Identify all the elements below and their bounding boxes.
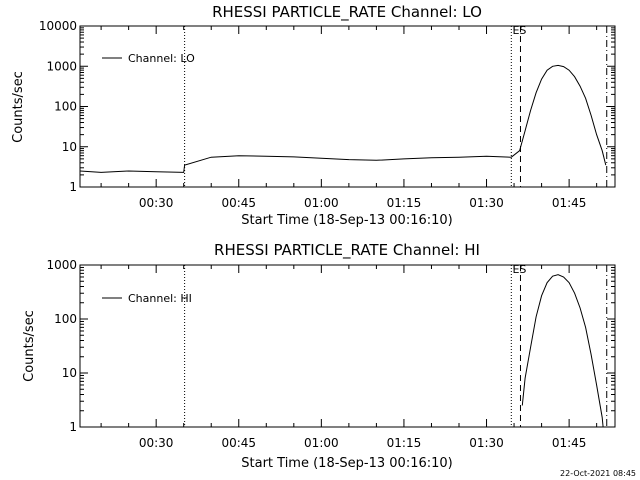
plot-frame-lo: [79, 25, 616, 188]
y-axis-label-lo: Counts/sec: [11, 71, 26, 143]
panel-lo: RHESSI PARTICLE_RATE Channel: LO 1101001…: [11, 3, 616, 228]
series-line-lo: [79, 64, 607, 173]
x-tick-label-hi: 01:15: [387, 436, 422, 450]
plot-frame-hi: [79, 264, 616, 428]
tick-group-hi: 1 10 100 1000 00:30 00:45 01:00 01:15 01:30 01:45: [46, 258, 615, 450]
x-tick-label-lo: 01:00: [304, 196, 339, 210]
x-tick-label-lo: 00:45: [221, 196, 256, 210]
x-tick-label-lo: 01:15: [387, 196, 422, 210]
y-tick-label-hi: 10: [62, 366, 77, 380]
y-tick-label-hi: 1: [69, 420, 77, 434]
event-markers-hi: ES: [184, 263, 608, 427]
footer-timestamp: 22-Oct-2021 08:45: [560, 469, 636, 478]
legend-label-lo: Channel: LO: [128, 52, 195, 65]
y-tick-label-hi: 1000: [46, 258, 77, 272]
y-axis-label-hi: Counts/sec: [22, 310, 37, 382]
x-tick-label-lo: 01:30: [469, 196, 504, 210]
x-tick-label-lo: 01:45: [552, 196, 587, 210]
y-tick-label-lo: 10000: [39, 19, 77, 33]
y-tick-label-lo: 1000: [46, 59, 77, 73]
y-tick-label-lo: 100: [54, 100, 77, 114]
y-tick-label-hi: 100: [54, 312, 77, 326]
series-group-lo: [79, 64, 607, 173]
x-tick-label-hi: 01:30: [469, 436, 504, 450]
chart-title-lo: RHESSI PARTICLE_RATE Channel: LO: [212, 3, 482, 22]
x-axis-label-lo: Start Time (18-Sep-13 00:16:10): [241, 213, 452, 228]
event-markers-lo: ES: [184, 24, 608, 187]
x-axis-label-hi: Start Time (18-Sep-13 00:16:10): [241, 456, 452, 471]
x-tick-label-hi: 00:30: [139, 436, 174, 450]
event-marker-label-hi: ES: [512, 263, 526, 276]
x-tick-label-hi: 00:45: [221, 436, 256, 450]
y-tick-label-lo: 1: [69, 180, 77, 194]
x-tick-label-lo: 00:30: [139, 196, 174, 210]
legend-label-hi: Channel: HI: [128, 292, 192, 305]
series-line-hi: [521, 274, 604, 428]
chart-title-hi: RHESSI PARTICLE_RATE Channel: HI: [214, 241, 480, 260]
x-tick-label-hi: 01:45: [552, 436, 587, 450]
tick-group-lo: 1 10 100 1000 10000 00:30 00:45 01:00 01:15 01:30…: [39, 19, 615, 210]
x-tick-label-hi: 01:00: [304, 436, 339, 450]
series-group-hi: [521, 274, 604, 428]
panel-hi: RHESSI PARTICLE_RATE Channel: HI 1101001…: [22, 241, 616, 471]
y-tick-label-lo: 10: [62, 140, 77, 154]
event-marker-label-lo: ES: [512, 24, 526, 37]
